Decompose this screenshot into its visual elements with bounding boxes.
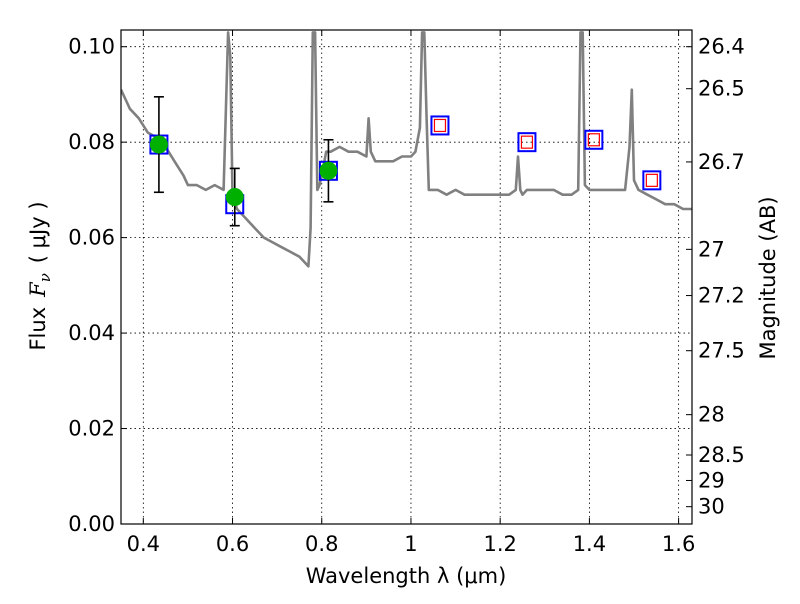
right-tick-label: 27.2 (698, 284, 745, 308)
right-tick-label: 28.5 (698, 443, 745, 467)
right-tick-label: 26.5 (698, 77, 745, 101)
x-tick-label: 1.2 (483, 532, 516, 556)
predicted-photometry-square (433, 118, 447, 133)
observed-photometry-point (225, 188, 244, 207)
points-layer (149, 96, 662, 227)
right-tick-label: 26.7 (698, 150, 745, 174)
predicted-photometry-square (520, 135, 534, 149)
x-tick-label: 1 (404, 532, 417, 556)
predicted-photometry-square (587, 133, 600, 147)
y-axis-label-right: Magnitude (AB) (756, 196, 780, 359)
x-tick-label: 1.6 (662, 532, 695, 556)
right-tick-label: 30 (698, 495, 725, 519)
y-axis-label-prefix: Flux (26, 307, 50, 351)
right-tick-label: 26.4 (698, 35, 745, 59)
y-tick-label: 0.08 (68, 130, 115, 154)
x-tick-label: 0.8 (305, 532, 338, 556)
right-tick-label: 29 (698, 468, 725, 492)
spectrum-layer (121, 31, 692, 268)
y-tick-label: 0.06 (68, 226, 115, 250)
observed-photometry-point (149, 135, 168, 154)
y-tick-label: 0.00 (68, 512, 115, 536)
right-tick-label: 27 (698, 237, 725, 261)
x-tick-label: 0.6 (216, 532, 249, 556)
grid-layer (121, 30, 692, 525)
y-axis-label-left: Flux Fν ( μJy ) (26, 201, 54, 350)
plot-frame (120, 29, 693, 525)
y-axis-label-symbol: F (26, 281, 50, 298)
spectrum-line (121, 31, 692, 268)
observed-photometry-point (319, 161, 338, 180)
model-photometry-square (430, 115, 450, 136)
model-photometry-square (642, 170, 662, 191)
y-tick-label: 0.10 (68, 35, 115, 59)
model-photometry-square (517, 132, 537, 153)
x-tick-label: 1.4 (573, 532, 606, 556)
y-tick-label: 0.04 (68, 321, 115, 345)
predicted-photometry-square (645, 173, 658, 187)
right-tick-label: 27.5 (698, 339, 745, 363)
y-axis-label-subscript: ν (36, 273, 54, 282)
y-axis-label-units: ( μJy ) (26, 201, 50, 263)
model-photometry-square (584, 129, 604, 150)
x-tick-label: 0.4 (127, 532, 160, 556)
right-tick-label: 28 (698, 403, 725, 427)
y-tick-label: 0.02 (68, 417, 115, 441)
x-axis-label: Wavelength λ (μm) (306, 564, 507, 588)
ticks-layer: 0.4 0.6 0.8 1 1.2 1.4 1.6 0.00 0.02 0.04 0.06 0.08 0… (68, 30, 745, 556)
